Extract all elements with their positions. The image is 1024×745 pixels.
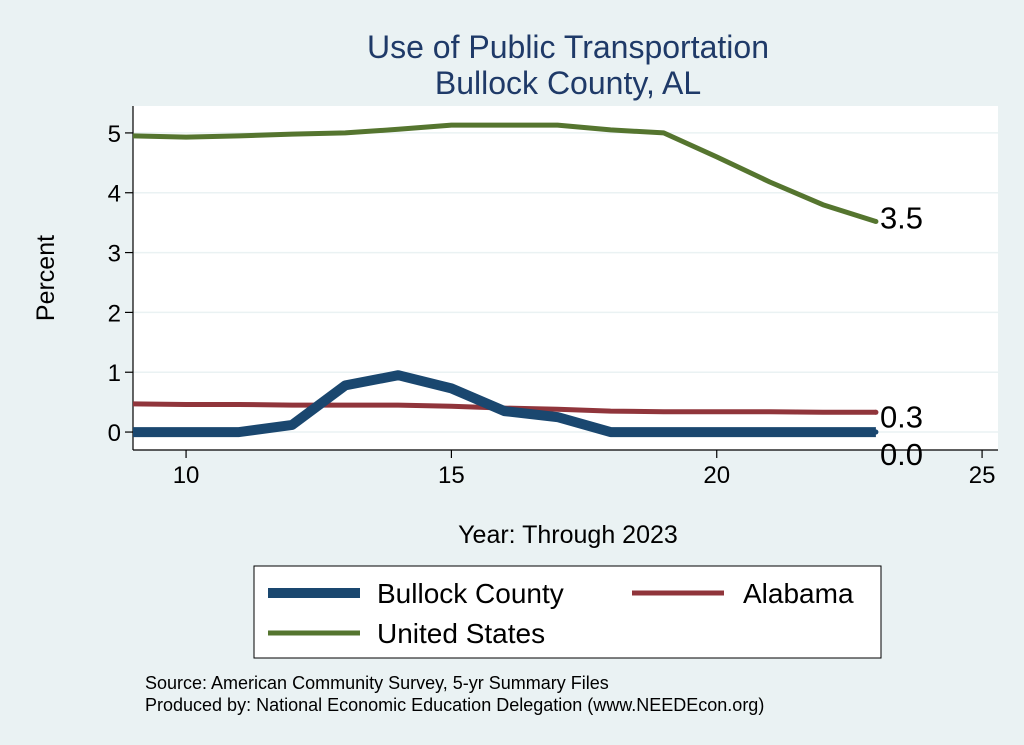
chart-subtitle: Bullock County, AL bbox=[435, 65, 701, 101]
end-point-united-states bbox=[873, 218, 879, 224]
legend-label-bullock-county: Bullock County bbox=[377, 578, 564, 609]
x-tick-label-10: 10 bbox=[173, 462, 200, 489]
y-tick-label-4: 4 bbox=[108, 181, 121, 208]
legend-label-alabama: Alabama bbox=[743, 578, 854, 609]
y-tick-label-5: 5 bbox=[108, 121, 121, 148]
chart-title: Use of Public Transportation bbox=[367, 29, 769, 65]
y-tick-label-3: 3 bbox=[108, 241, 121, 268]
end-labels: 0.00.3 3.5 bbox=[880, 200, 923, 472]
end-label-bullock-county: 0.0 bbox=[880, 437, 923, 472]
x-axis-title: Year: Through 2023 bbox=[458, 521, 678, 549]
x-tick-label-20: 20 bbox=[703, 462, 730, 489]
y-tick-label-1: 1 bbox=[108, 360, 121, 387]
source-note: Source: American Community Survey, 5-yr … bbox=[145, 673, 609, 693]
plot-area bbox=[133, 106, 998, 450]
y-tick-label-2: 2 bbox=[108, 300, 121, 327]
y-tick-label-0: 0 bbox=[108, 420, 121, 447]
series-line-bullock-county bbox=[133, 370, 876, 438]
end-point-alabama bbox=[873, 409, 879, 415]
legend-box bbox=[253, 565, 882, 659]
legend: Bullock County Alabama United States bbox=[253, 565, 882, 659]
end-label-alabama: 0.3 bbox=[880, 399, 923, 434]
end-label-united-states: 3.5 bbox=[880, 200, 923, 235]
x-tick-label-25: 25 bbox=[969, 462, 996, 489]
series-line-united-states bbox=[132, 122, 877, 224]
x-tick-label-15: 15 bbox=[438, 462, 465, 489]
legend-label-united-states: United States bbox=[377, 618, 545, 649]
series-lines bbox=[132, 122, 879, 438]
producer-note: Produced by: National Economic Education… bbox=[145, 695, 764, 715]
y-axis-title: Percent bbox=[32, 235, 60, 321]
axes: 0 1 2 3 4 5 10 15 20 25 bbox=[108, 106, 998, 489]
end-point-bullock-county bbox=[873, 429, 879, 435]
